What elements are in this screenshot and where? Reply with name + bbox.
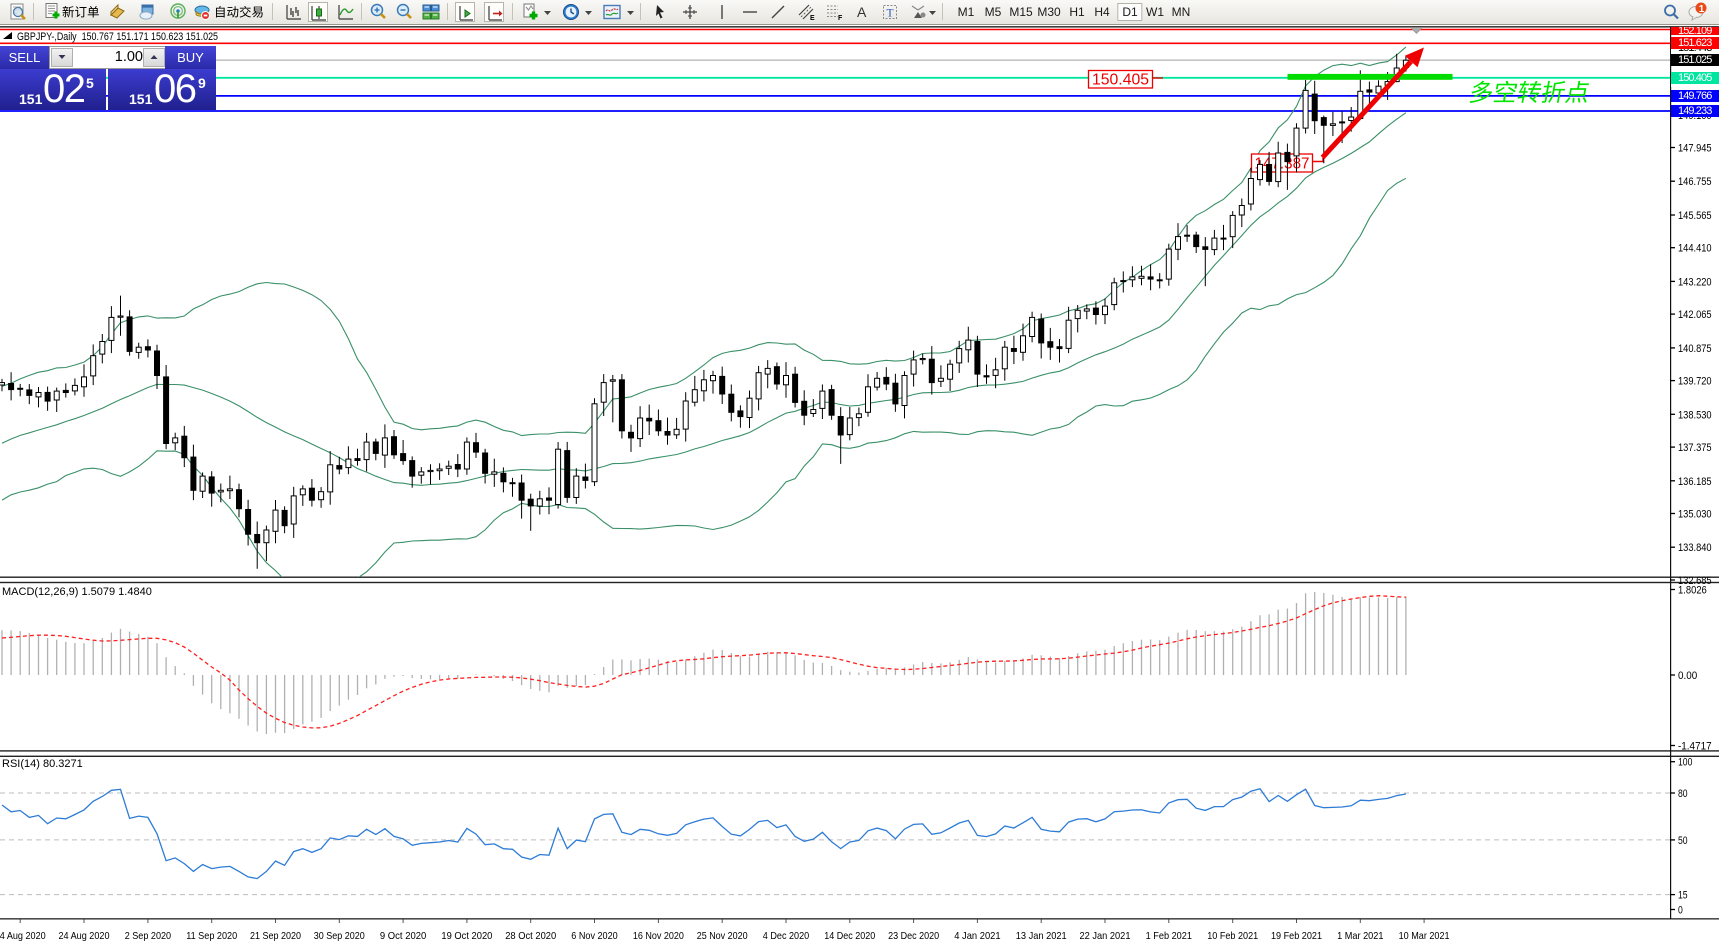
svg-text:6 Nov 2020: 6 Nov 2020 <box>571 930 618 942</box>
svg-text:21 Sep 2020: 21 Sep 2020 <box>250 930 301 942</box>
svg-text:139.720: 139.720 <box>1678 376 1712 388</box>
svg-text:4 Dec 2020: 4 Dec 2020 <box>763 930 810 942</box>
svg-text:142.065: 142.065 <box>1678 309 1712 321</box>
svg-text:10 Mar 2021: 10 Mar 2021 <box>1399 930 1450 942</box>
svg-text:-1.4717: -1.4717 <box>1678 741 1712 753</box>
svg-text:23 Dec 2020: 23 Dec 2020 <box>888 930 939 942</box>
svg-text:136.185: 136.185 <box>1678 476 1712 488</box>
svg-text:140.875: 140.875 <box>1678 343 1712 355</box>
svg-text:MACD(12,26,9) 1.5079 1.4840: MACD(12,26,9) 1.5079 1.4840 <box>2 586 152 598</box>
svg-text:1 Feb 2021: 1 Feb 2021 <box>1146 930 1193 942</box>
svg-text:133.840: 133.840 <box>1678 542 1712 554</box>
svg-text:14 Dec 2020: 14 Dec 2020 <box>824 930 875 942</box>
svg-text:28 Oct 2020: 28 Oct 2020 <box>505 930 556 942</box>
svg-text:150.405: 150.405 <box>1092 72 1149 89</box>
svg-text:RSI(14) 80.3271: RSI(14) 80.3271 <box>2 758 83 770</box>
svg-text:132.685: 132.685 <box>1678 575 1712 587</box>
svg-text:1.8026: 1.8026 <box>1678 585 1707 597</box>
svg-text:80: 80 <box>1678 788 1688 800</box>
svg-text:138.530: 138.530 <box>1678 409 1712 421</box>
svg-text:100: 100 <box>1678 757 1692 769</box>
svg-text:F: F <box>838 15 843 22</box>
svg-text:T: T <box>887 8 894 20</box>
svg-text:22 Jan 2021: 22 Jan 2021 <box>1080 930 1131 942</box>
svg-text:30 Sep 2020: 30 Sep 2020 <box>314 930 365 942</box>
svg-text:19 Feb 2021: 19 Feb 2021 <box>1271 930 1322 942</box>
svg-text:9 Oct 2020: 9 Oct 2020 <box>380 930 427 942</box>
svg-text:145.565: 145.565 <box>1678 210 1712 222</box>
svg-text:4 Jan 2021: 4 Jan 2021 <box>954 930 1001 942</box>
svg-text:135.030: 135.030 <box>1678 509 1712 521</box>
svg-text:1 Mar 2021: 1 Mar 2021 <box>1337 930 1384 942</box>
svg-text:137.375: 137.375 <box>1678 442 1712 454</box>
svg-text:E: E <box>810 15 815 22</box>
svg-text:147.945: 147.945 <box>1678 143 1712 155</box>
svg-text:0: 0 <box>1678 905 1683 917</box>
svg-text:14 Aug 2020: 14 Aug 2020 <box>0 930 46 942</box>
svg-text:2 Sep 2020: 2 Sep 2020 <box>125 930 172 942</box>
svg-text:1: 1 <box>1699 4 1705 15</box>
svg-text:143.220: 143.220 <box>1678 276 1712 288</box>
svg-text:11 Sep 2020: 11 Sep 2020 <box>186 930 237 942</box>
svg-text:50: 50 <box>1678 835 1688 847</box>
svg-text:10 Feb 2021: 10 Feb 2021 <box>1207 930 1258 942</box>
svg-text:0.00: 0.00 <box>1678 670 1697 682</box>
svg-text:13 Jan 2021: 13 Jan 2021 <box>1016 930 1067 942</box>
svg-text:146.755: 146.755 <box>1678 176 1712 188</box>
svg-text:25 Nov 2020: 25 Nov 2020 <box>697 930 748 942</box>
svg-text:16 Nov 2020: 16 Nov 2020 <box>633 930 684 942</box>
svg-text:GBPJPY-,Daily 150.767 151.171: GBPJPY-,Daily 150.767 151.171 150.623 15… <box>17 31 218 43</box>
svg-text:24 Aug 2020: 24 Aug 2020 <box>59 930 110 942</box>
svg-text:A: A <box>857 4 867 20</box>
svg-text:144.410: 144.410 <box>1678 243 1712 255</box>
svg-text:15: 15 <box>1678 890 1688 902</box>
svg-text:19 Oct 2020: 19 Oct 2020 <box>441 930 492 942</box>
